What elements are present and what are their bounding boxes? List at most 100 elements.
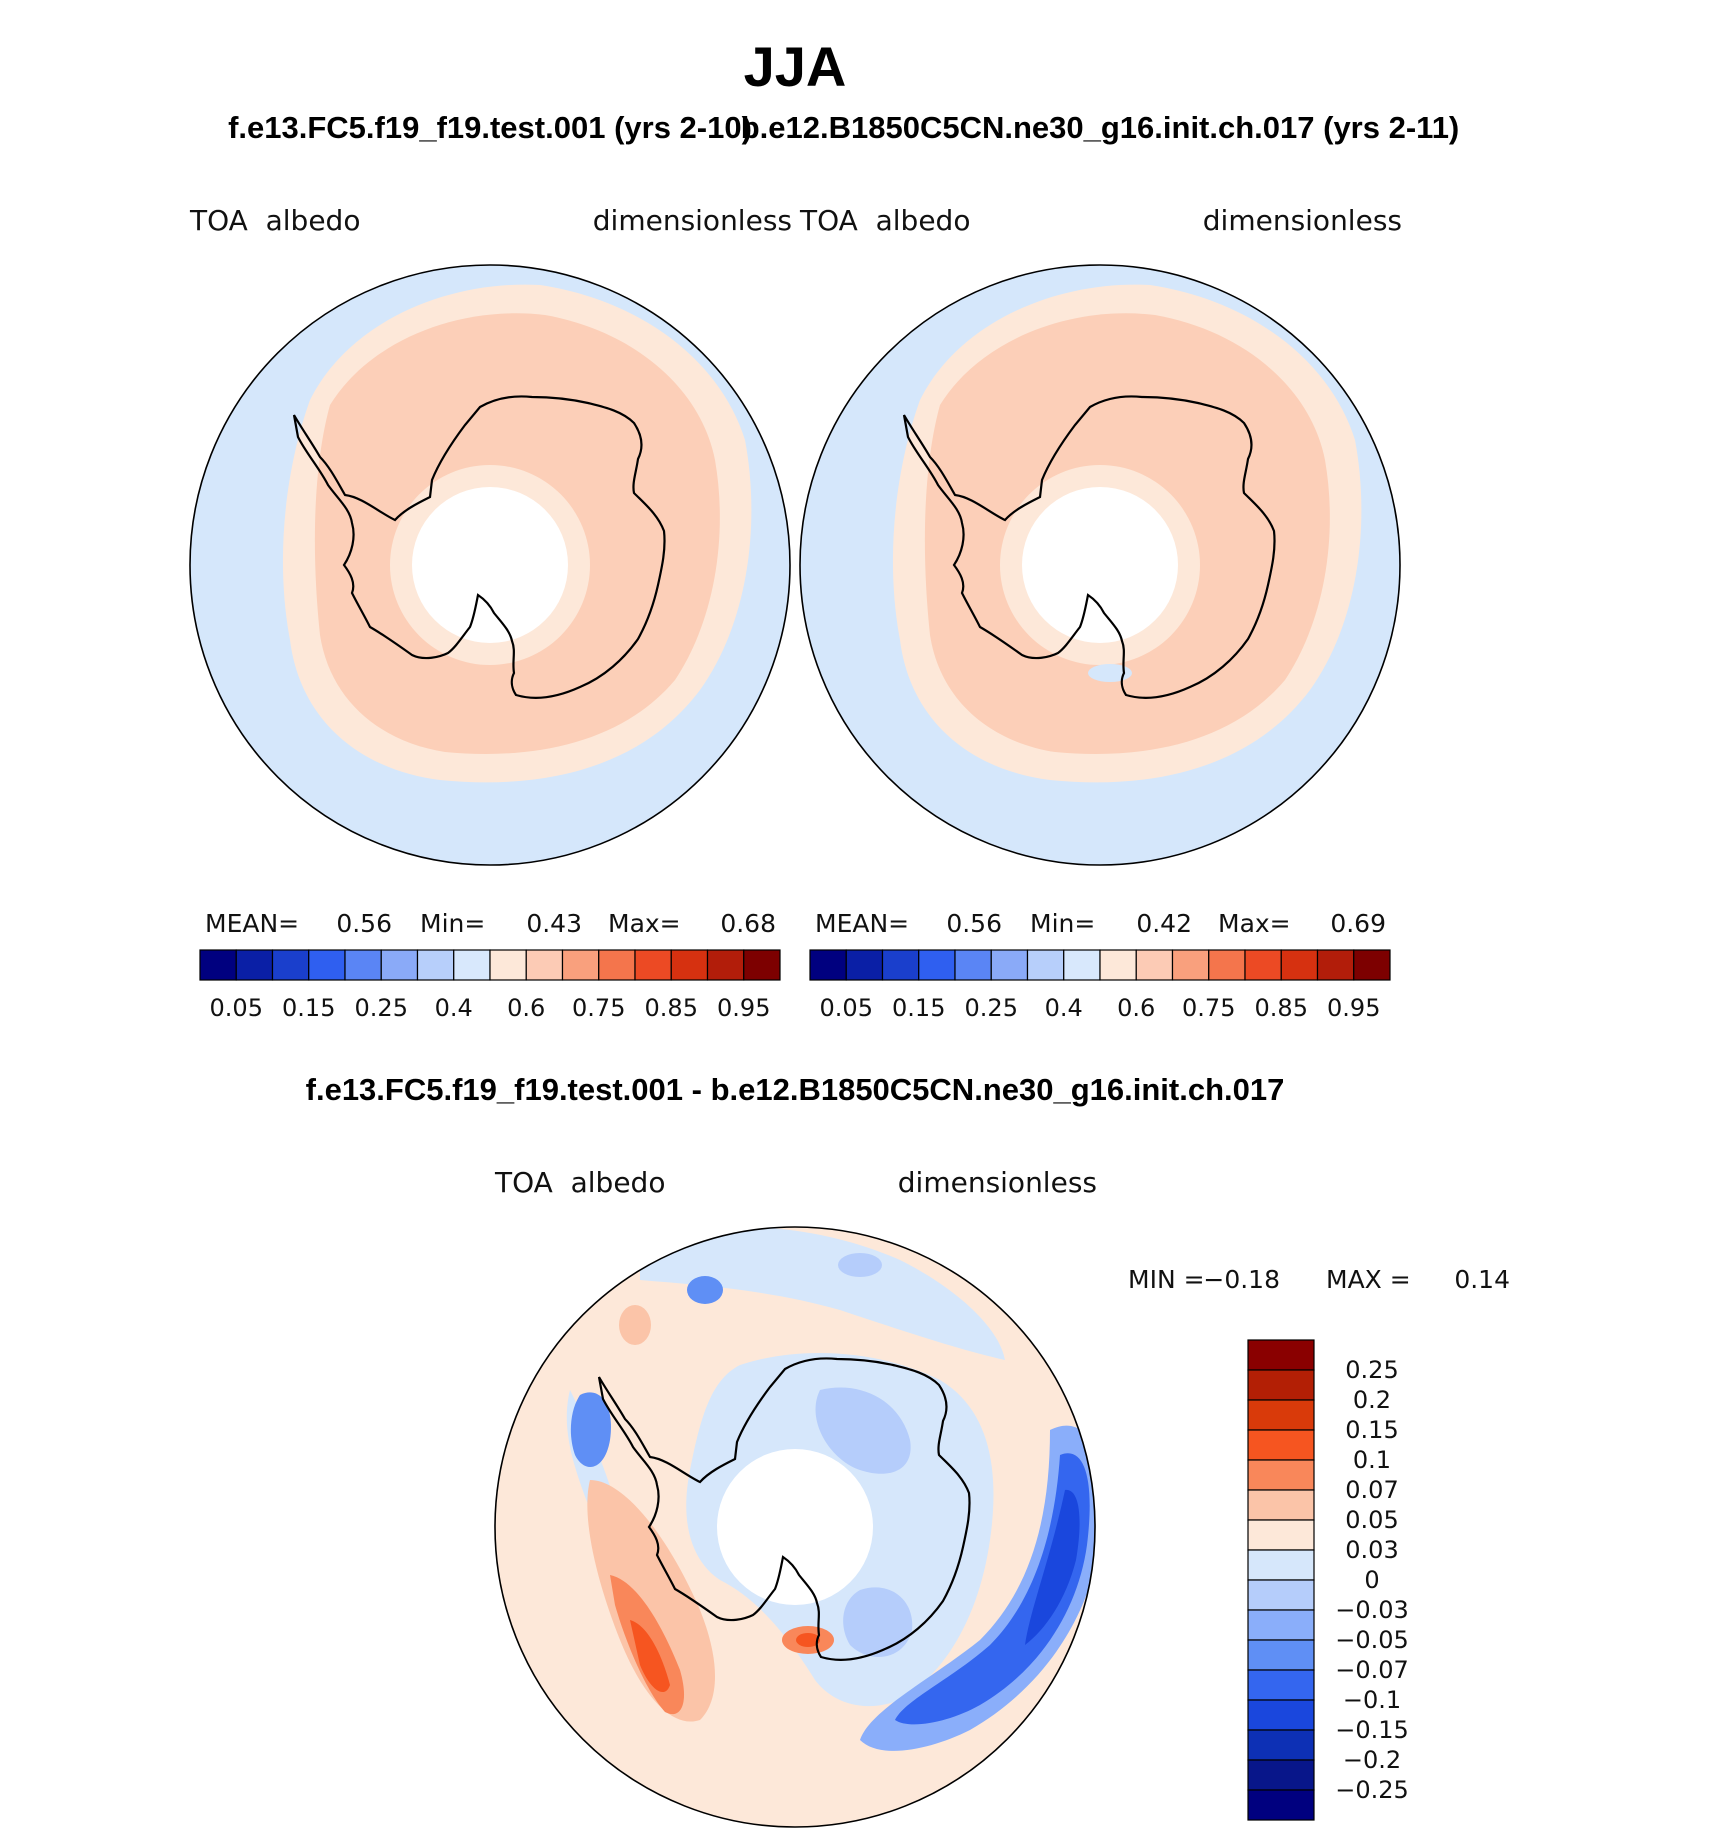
panel-1-colorbar-swatch-14 [706, 949, 745, 981]
difference-colorbar-swatch-6 [1247, 1519, 1315, 1551]
difference-negative-field-northeast [640, 1227, 1005, 1360]
difference-colorbar-tick-label-14: −0.25 [1335, 1776, 1409, 1804]
difference-colorbar-swatch-9 [1247, 1609, 1315, 1641]
difference-colorbar-tick-label-3: 0.1 [1353, 1446, 1391, 1474]
panel-1-colorbar-swatch-12 [634, 949, 672, 981]
difference-colorbar-swatch-12 [1247, 1699, 1315, 1731]
panel-2-colorbar-swatch-15 [1353, 949, 1391, 981]
panel-1-map-border [189, 264, 791, 866]
panel-2-colorbar-swatch-7 [1063, 949, 1101, 981]
difference-colorbar-tick-label-4: 0.07 [1345, 1476, 1398, 1504]
panel-1-stats: MEAN= 0.56 Min= 0.43 Max= 0.68 [205, 909, 776, 938]
difference-colorbar-swatch-1 [1247, 1369, 1315, 1401]
panel-1: f.e13.FC5.f19_f19.test.001 (yrs 2-10) TO… [189, 110, 792, 1022]
difference-positive-band-outer [587, 1480, 715, 1722]
panel-1-case-title: f.e13.FC5.f19_f19.test.001 (yrs 2-10) [228, 110, 752, 145]
panel-1-max-value: 0.68 [720, 909, 776, 938]
panel-1-colorbar-swatch-1 [235, 949, 274, 981]
panel-2-colorbar-tick-label-2: 0.25 [965, 994, 1018, 1022]
difference-colorbar-tick-label-10: −0.07 [1335, 1656, 1409, 1684]
difference-min-label: MIN = [1128, 1265, 1205, 1294]
panel-1-colorbar-swatch-2 [271, 949, 310, 981]
panel-1-colorbar-swatch-4 [344, 949, 382, 981]
panel-2-map [800, 265, 1400, 865]
panel-1-colorbar-swatch-13 [670, 949, 709, 981]
difference-panel: f.e13.FC5.f19_f19.test.001 - b.e12.B1850… [306, 1072, 1510, 1828]
panel-2-colorbar-swatch-4 [954, 949, 992, 981]
difference-colorbar-tick-label-0: 0.25 [1345, 1356, 1398, 1384]
panel-1-colorbar-tick-label-3: 0.4 [435, 994, 473, 1022]
difference-colorbar-swatch-11 [1247, 1669, 1315, 1701]
panel-1-colorbar-tick-label-0: 0.05 [210, 994, 263, 1022]
difference-negative-band-core [1025, 1489, 1080, 1645]
difference-colorbar-swatch-7 [1247, 1549, 1315, 1581]
difference-colorbar-swatch-5 [1247, 1489, 1315, 1521]
panel-2-colorbar-swatch-1 [845, 949, 884, 981]
panel-2-colorbar-swatch-14 [1316, 949, 1355, 981]
difference-negative-blob-1 [815, 1387, 911, 1474]
difference-colorbar-tick-label-13: −0.2 [1343, 1746, 1401, 1774]
panel-1-min-value: 0.43 [526, 909, 582, 938]
panel-1-colorbar-tick-label-6: 0.85 [645, 994, 698, 1022]
panel-2-max-value: 0.69 [1330, 909, 1386, 938]
difference-negative-band-outer [860, 1425, 1095, 1751]
panel-2-colorbar-tick-label-7: 0.95 [1327, 994, 1380, 1022]
panel-1-colorbar-tick-label-7: 0.95 [717, 994, 770, 1022]
difference-positive-band-core [630, 1620, 670, 1693]
difference-colorbar-swatch-3 [1247, 1429, 1315, 1461]
panel-1-colorbar [199, 949, 781, 981]
panel-1-colorbar-ticks: 0.05 0.15 0.25 0.4 0.6 0.75 0.85 0.95 [210, 994, 771, 1022]
panel-2-colorbar-swatch-6 [1026, 949, 1065, 981]
difference-colorbar-tick-label-6: 0.03 [1345, 1536, 1398, 1564]
panel-2-mean-label: MEAN= [815, 909, 909, 938]
panel-1-colorbar-swatch-0 [199, 949, 237, 981]
panel-2-colorbar-tick-label-0: 0.05 [820, 994, 873, 1022]
panel-2-colorbar-tick-label-4: 0.6 [1117, 994, 1155, 1022]
panel-2-units-label: dimensionless [1203, 204, 1402, 237]
difference-colorbar-tick-label-2: 0.15 [1345, 1416, 1398, 1444]
panel-2-max-label: Max= [1218, 909, 1291, 938]
difference-colorbar-swatch-15 [1247, 1789, 1315, 1821]
panel-2-colorbar [809, 949, 1391, 981]
panel-2-colorbar-swatch-10 [1171, 949, 1210, 981]
difference-colorbar-ticks: 0.250.20.150.10.070.050.030−0.03−0.05−0.… [1335, 1356, 1409, 1804]
panel-1-units-label: dimensionless [593, 204, 792, 237]
difference-max-value: 0.14 [1454, 1265, 1510, 1294]
difference-colorbar-swatch-0 [1247, 1339, 1315, 1371]
panel-2: b.e12.B1850C5CN.ne30_g16.init.ch.017 (yr… [741, 110, 1460, 1022]
difference-positive-blob-north [619, 1305, 651, 1345]
panel-1-colorbar-swatch-3 [308, 949, 346, 981]
panel-2-map-border [799, 264, 1401, 866]
difference-units-label: dimensionless [898, 1166, 1097, 1199]
panel-1-missing-data-hole [412, 487, 568, 643]
panel-1-map [190, 265, 790, 865]
panel-2-colorbar-swatch-9 [1135, 949, 1174, 981]
panel-2-colorbar-tick-label-1: 0.15 [892, 994, 945, 1022]
panel-1-colorbar-swatch-10 [561, 949, 600, 981]
panel-2-colorbar-swatch-13 [1280, 949, 1319, 981]
difference-stats: MIN = −0.18 MAX = 0.14 [1128, 1265, 1510, 1294]
panel-2-colorbar-swatch-11 [1208, 949, 1246, 981]
difference-negative-blob-north [687, 1276, 723, 1304]
difference-map [495, 1227, 1095, 1827]
difference-colorbar-tick-label-11: −0.1 [1343, 1686, 1401, 1714]
main-title: JJA [744, 35, 847, 98]
panel-1-colorbar-swatch-11 [598, 949, 636, 981]
panel-2-variable-label: TOA albedo [799, 204, 970, 237]
panel-1-colorbar-swatch-6 [416, 949, 455, 981]
panel-2-colorbar-swatch-12 [1244, 949, 1282, 981]
panel-1-max-label: Max= [608, 909, 681, 938]
difference-positive-blob-ross-core [796, 1633, 820, 1647]
panel-1-colorbar-swatch-5 [380, 949, 419, 981]
panel-2-mean-value: 0.56 [946, 909, 1002, 938]
difference-title: f.e13.FC5.f19_f19.test.001 - b.e12.B1850… [306, 1072, 1285, 1107]
panel-2-colorbar-swatch-0 [809, 949, 847, 981]
difference-negative-blob-peninsula [570, 1392, 611, 1467]
difference-colorbar-swatch-8 [1247, 1579, 1315, 1611]
panel-1-colorbar-tick-label-4: 0.6 [507, 994, 545, 1022]
panel-1-mean-label: MEAN= [205, 909, 299, 938]
difference-negative-blob-2 [843, 1587, 913, 1657]
panel-2-colorbar-swatch-8 [1099, 949, 1137, 981]
panel-2-missing-data-hole [1022, 487, 1178, 643]
